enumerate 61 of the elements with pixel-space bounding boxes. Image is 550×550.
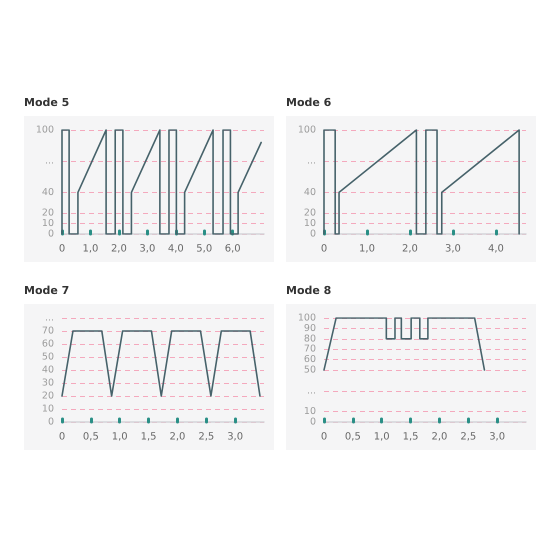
x-tick-label: 2,0 [402, 244, 418, 254]
x-tick-label: 6,0 [224, 244, 241, 254]
x-tick-label: 2,5 [460, 432, 476, 442]
y-tick-label: 40 [42, 186, 54, 198]
y-tick-label: 70 [304, 344, 316, 355]
x-tick-label: 0 [320, 432, 328, 442]
chart-title: Mode 7 [24, 284, 70, 299]
y-tick-label: 40 [304, 186, 316, 198]
x-tick-label: 0 [58, 244, 66, 254]
y-tick-label: 10 [304, 218, 316, 230]
y-tick-label: ... [306, 156, 316, 167]
line-series [61, 129, 262, 235]
x-tick-label: 4,0 [168, 244, 184, 254]
y-tick-label: 0 [310, 416, 316, 428]
y-tick-label: 20 [42, 390, 54, 402]
y-tick-label: 90 [304, 322, 316, 334]
x-tick-label: 2,0 [431, 432, 448, 442]
x-tick-label: 0 [58, 432, 66, 442]
y-tick-label: 50 [304, 364, 316, 376]
y-tick-label: 0 [48, 416, 54, 428]
y-tick-label: 10 [42, 404, 54, 414]
y-tick-label: 40 [42, 364, 54, 376]
x-tick-label: 3,0 [139, 244, 156, 254]
x-tick-label: 2,0 [110, 244, 127, 254]
y-tick-label: 10 [304, 406, 316, 418]
x-tick-label: 0 [320, 244, 328, 254]
y-tick-label: 60 [42, 338, 54, 350]
x-tick-label: 1,0 [82, 244, 98, 254]
x-tick-label: 3,0 [444, 244, 461, 254]
x-tick-label: 0,5 [344, 432, 361, 442]
y-tick-label: 0 [48, 228, 54, 240]
x-tick-label: 1,0 [359, 244, 375, 254]
y-tick-label: 100 [36, 124, 54, 136]
y-tick-label: 20 [42, 208, 54, 219]
chart-title: Mode 8 [286, 284, 332, 299]
x-tick-label: 1,0 [112, 432, 128, 442]
y-tick-label: 70 [42, 326, 54, 336]
y-tick-label: 80 [304, 333, 316, 344]
x-tick-label: 1,5 [402, 432, 419, 442]
chart-title: Mode 5 [24, 96, 70, 111]
y-tick-label: 100 [298, 124, 316, 136]
y-tick-label: 30 [42, 378, 54, 388]
x-tick-label: 3,0 [489, 432, 506, 442]
y-tick-label: 50 [42, 352, 54, 362]
x-tick-label: 2,5 [198, 432, 214, 442]
x-tick-label: 1,5 [140, 432, 157, 442]
x-tick-label: 5,0 [196, 244, 212, 254]
x-tick-label: 0,5 [82, 432, 99, 442]
x-tick-label: 2,0 [169, 432, 186, 442]
y-tick-label: ... [306, 385, 316, 396]
y-tick-label: 100 [298, 312, 316, 324]
y-tick-label: 0 [310, 228, 316, 240]
x-tick-label: 3,0 [227, 432, 244, 442]
y-tick-label: 10 [42, 218, 54, 230]
y-tick-label: ... [44, 156, 54, 167]
y-tick-label: 20 [304, 208, 316, 219]
x-tick-label: 4,0 [488, 244, 504, 254]
x-tick-label: 1,0 [374, 432, 390, 442]
y-tick-label: 60 [304, 354, 316, 366]
y-tick-label: ... [44, 312, 54, 324]
chart-title: Mode 6 [286, 96, 332, 111]
